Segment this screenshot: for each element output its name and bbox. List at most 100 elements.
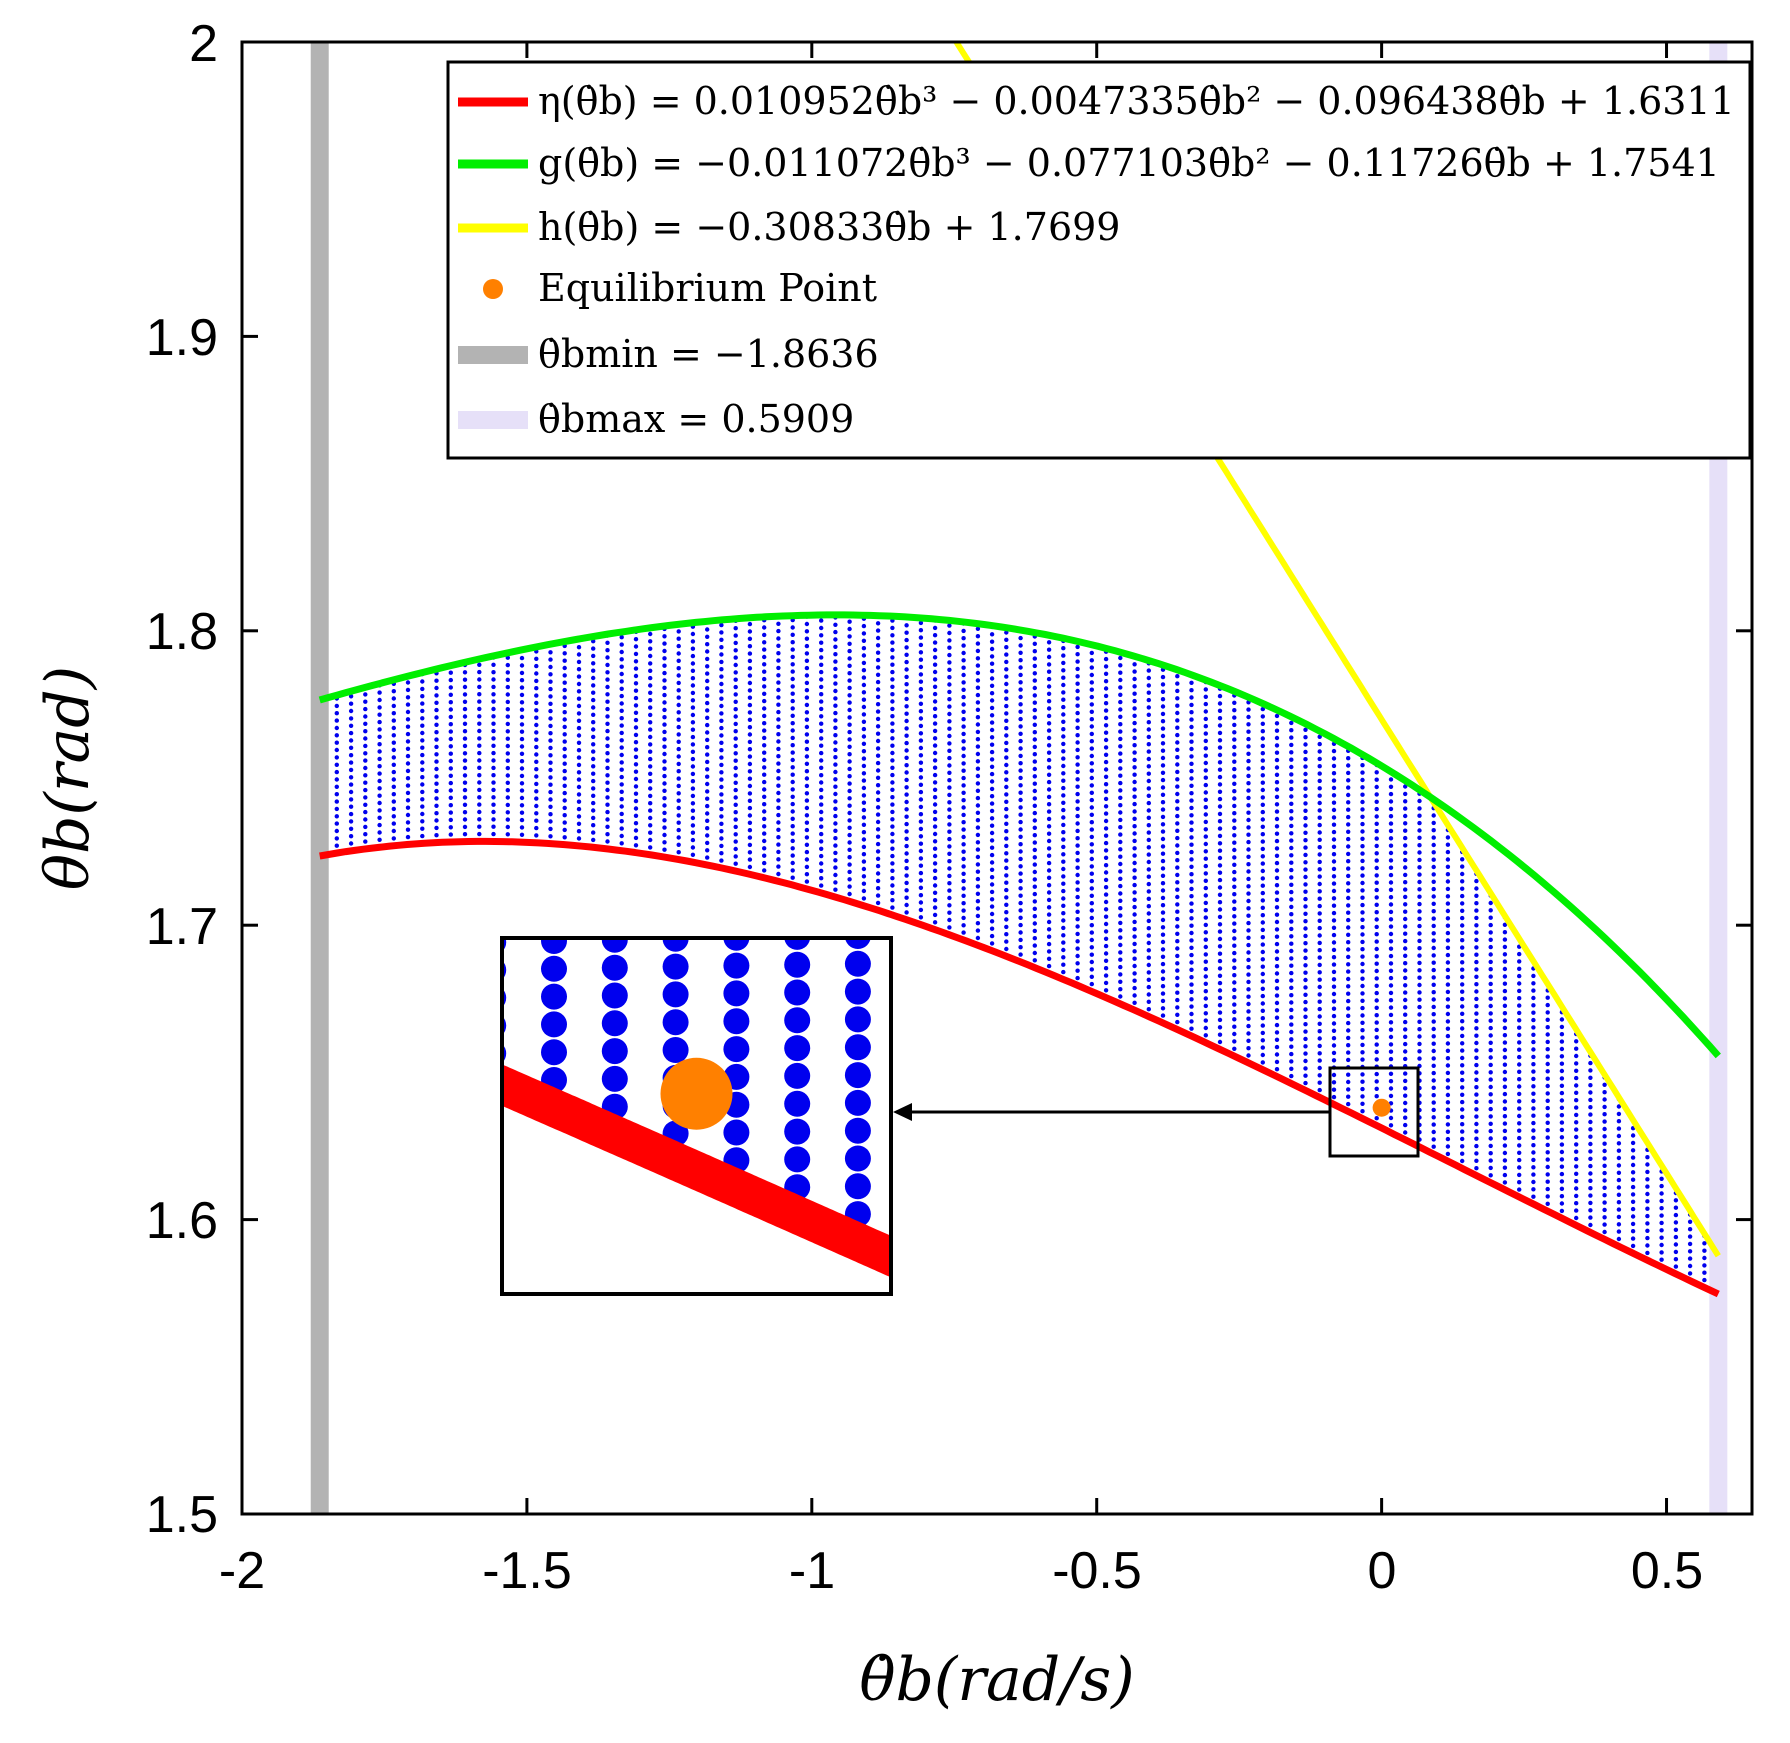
region-point xyxy=(1274,986,1280,991)
region-point xyxy=(875,760,881,766)
region-point xyxy=(377,749,382,754)
region-point xyxy=(1089,908,1095,913)
region-point xyxy=(1246,898,1251,904)
region-point xyxy=(1274,934,1280,939)
region-point xyxy=(989,771,995,777)
region-point xyxy=(1531,1047,1536,1052)
region-point xyxy=(1602,1185,1607,1191)
region-point xyxy=(1574,1075,1579,1081)
region-point xyxy=(562,754,567,759)
region-point xyxy=(1488,1121,1493,1127)
region-point xyxy=(1488,1151,1493,1156)
region-point xyxy=(1673,1198,1679,1203)
region-point xyxy=(762,853,767,858)
region-point xyxy=(1630,1243,1636,1249)
region-point xyxy=(605,758,610,763)
region-point xyxy=(405,702,411,707)
region-point xyxy=(1502,1062,1508,1067)
region-point xyxy=(1602,1126,1607,1132)
region-point xyxy=(1360,785,1365,790)
region-point xyxy=(904,704,909,709)
region-point xyxy=(1046,684,1052,689)
region-point xyxy=(1488,1106,1493,1112)
region-point xyxy=(719,784,724,790)
region-point xyxy=(1445,864,1451,869)
region-point xyxy=(819,868,824,874)
region-point xyxy=(1374,1086,1379,1092)
region-point xyxy=(1018,790,1023,795)
region-point xyxy=(733,765,738,771)
region-point xyxy=(1303,1021,1308,1027)
region-point xyxy=(790,698,795,704)
region-point xyxy=(1417,975,1422,980)
region-point xyxy=(804,805,810,811)
region-point xyxy=(1146,697,1152,703)
region-point xyxy=(947,873,952,879)
region-point xyxy=(932,831,938,837)
region-point xyxy=(1303,771,1308,777)
region-point xyxy=(961,923,966,928)
region-point xyxy=(1602,1104,1607,1110)
region-point xyxy=(790,860,795,866)
region-point xyxy=(1360,954,1365,959)
region-point xyxy=(1545,1172,1550,1177)
region-point xyxy=(1331,918,1337,923)
region-point xyxy=(1274,853,1280,858)
region-point xyxy=(776,680,781,685)
region-point xyxy=(1089,930,1095,935)
region-point xyxy=(662,773,667,779)
region-point xyxy=(1004,799,1009,804)
region-point xyxy=(790,816,795,821)
region-point xyxy=(1559,1039,1565,1044)
region-point xyxy=(1303,963,1308,968)
region-point xyxy=(1004,696,1009,701)
region-point xyxy=(1474,923,1479,928)
region-point xyxy=(1189,1019,1194,1024)
region-point xyxy=(1388,1123,1394,1128)
region-point xyxy=(1374,990,1379,996)
region-point xyxy=(1488,1055,1493,1060)
region-point xyxy=(1331,785,1337,791)
region-point xyxy=(1559,1046,1565,1052)
region-point xyxy=(1246,862,1251,867)
region-point xyxy=(1488,900,1493,906)
region-point xyxy=(1474,1143,1479,1149)
region-point xyxy=(1616,1236,1622,1242)
inset-region-point xyxy=(601,938,628,953)
region-point xyxy=(790,743,795,748)
region-point xyxy=(1331,866,1337,872)
region-point xyxy=(505,699,510,705)
region-point xyxy=(989,713,995,718)
region-point xyxy=(1517,951,1522,957)
region-point xyxy=(1118,803,1123,808)
region-point xyxy=(1061,763,1066,769)
region-point xyxy=(847,847,852,852)
region-point xyxy=(989,683,995,688)
region-point xyxy=(1303,911,1308,916)
region-point xyxy=(1189,1011,1194,1017)
region-point xyxy=(1203,746,1209,751)
region-point xyxy=(1075,917,1080,922)
region-point xyxy=(776,651,781,656)
region-point xyxy=(833,674,838,679)
region-point xyxy=(1132,890,1137,895)
region-point xyxy=(875,900,881,906)
region-point xyxy=(1175,747,1180,752)
region-point xyxy=(918,745,924,751)
inset-region-point xyxy=(844,1173,871,1200)
region-point xyxy=(519,707,525,712)
region-point xyxy=(762,698,767,704)
region-point xyxy=(1203,834,1209,839)
eta-curve xyxy=(319,837,1720,1298)
region-point xyxy=(776,776,781,781)
region-point xyxy=(1403,1130,1408,1135)
region-point xyxy=(648,661,653,666)
region-point xyxy=(1175,769,1180,775)
region-point xyxy=(961,849,966,854)
region-point xyxy=(1488,937,1493,942)
region-point xyxy=(776,864,781,869)
inset-region-point xyxy=(844,1117,871,1144)
region-point xyxy=(1189,1004,1194,1009)
region-point xyxy=(1431,1129,1436,1135)
region-point xyxy=(1317,1051,1322,1056)
